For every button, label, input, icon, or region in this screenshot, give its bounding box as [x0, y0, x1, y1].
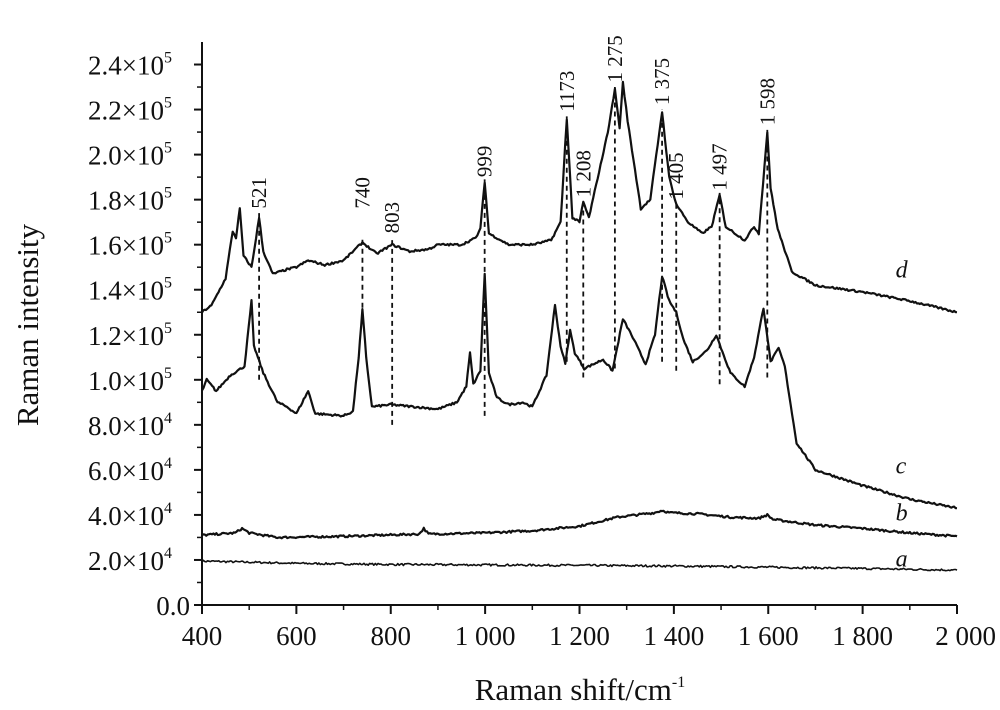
peak-label-1497: 1 497: [708, 143, 732, 190]
y-tick-label: 2.2×105: [88, 95, 172, 126]
series-line-b: [201, 509, 958, 540]
series-label-b: b: [896, 501, 908, 527]
y-tick-label: 2.0×105: [88, 140, 172, 171]
series-label-c: c: [896, 453, 907, 479]
y-tick-label: 2.0×104: [88, 545, 172, 576]
peak-label-1405: 1 405: [664, 152, 688, 199]
series-label-d: d: [896, 257, 909, 283]
y-axis-title: Raman intensity: [10, 223, 45, 426]
peak-label-1598: 1 598: [755, 78, 779, 125]
peak-label-1375: 1 375: [650, 58, 674, 105]
x-tick-label: 1 000: [455, 621, 516, 651]
peak-label-521: 521: [247, 177, 271, 209]
y-tick-label: 8.0×104: [88, 410, 172, 441]
y-tick-label: 0.0: [156, 591, 190, 621]
y-tick-label: 1.2×105: [88, 320, 172, 351]
x-tick-label: 2 000: [935, 621, 996, 651]
peak-label-1208: 1 208: [571, 150, 595, 197]
x-tick-label: 800: [371, 621, 412, 651]
peak-label-1173: 1173: [555, 71, 579, 112]
y-tick-label: 1.0×105: [88, 365, 172, 396]
series-label-a: a: [896, 547, 908, 573]
x-tick-label: 600: [276, 621, 317, 651]
series-line-c: [201, 272, 958, 510]
x-tick-label: 400: [182, 621, 223, 651]
x-tick-label: 1 800: [832, 621, 893, 651]
peak-label-999: 999: [473, 146, 497, 178]
series-line-d: [201, 80, 958, 314]
axes: 400 600 800 1 000 1 200 1 400 1 600 1 800 2 000 0…: [88, 42, 996, 651]
peak-label-803: 803: [380, 202, 404, 234]
x-axis-title-superscript: -1: [672, 674, 685, 691]
y-tick-label: 6.0×104: [88, 455, 172, 486]
y-tick-label: 1.6×105: [88, 230, 172, 261]
y-tick-label: 2.4×105: [88, 50, 172, 81]
y-tick-label: 1.4×105: [88, 275, 172, 306]
x-tick-label: 1 400: [644, 621, 705, 651]
y-tick-label: 4.0×104: [88, 500, 172, 531]
peak-label-1275: 1 275: [603, 35, 627, 82]
y-tick-label: 1.8×105: [88, 185, 172, 216]
x-tick-label: 1 600: [738, 621, 799, 651]
series-line-a: [201, 559, 958, 572]
peak-label-740: 740: [350, 177, 374, 209]
peak-guide-lines: [258, 87, 769, 425]
x-tick-label: 1 200: [549, 621, 610, 651]
spectra-series: abc d: [201, 80, 958, 573]
x-axis-title: Raman shift/cm-1: [475, 672, 685, 707]
